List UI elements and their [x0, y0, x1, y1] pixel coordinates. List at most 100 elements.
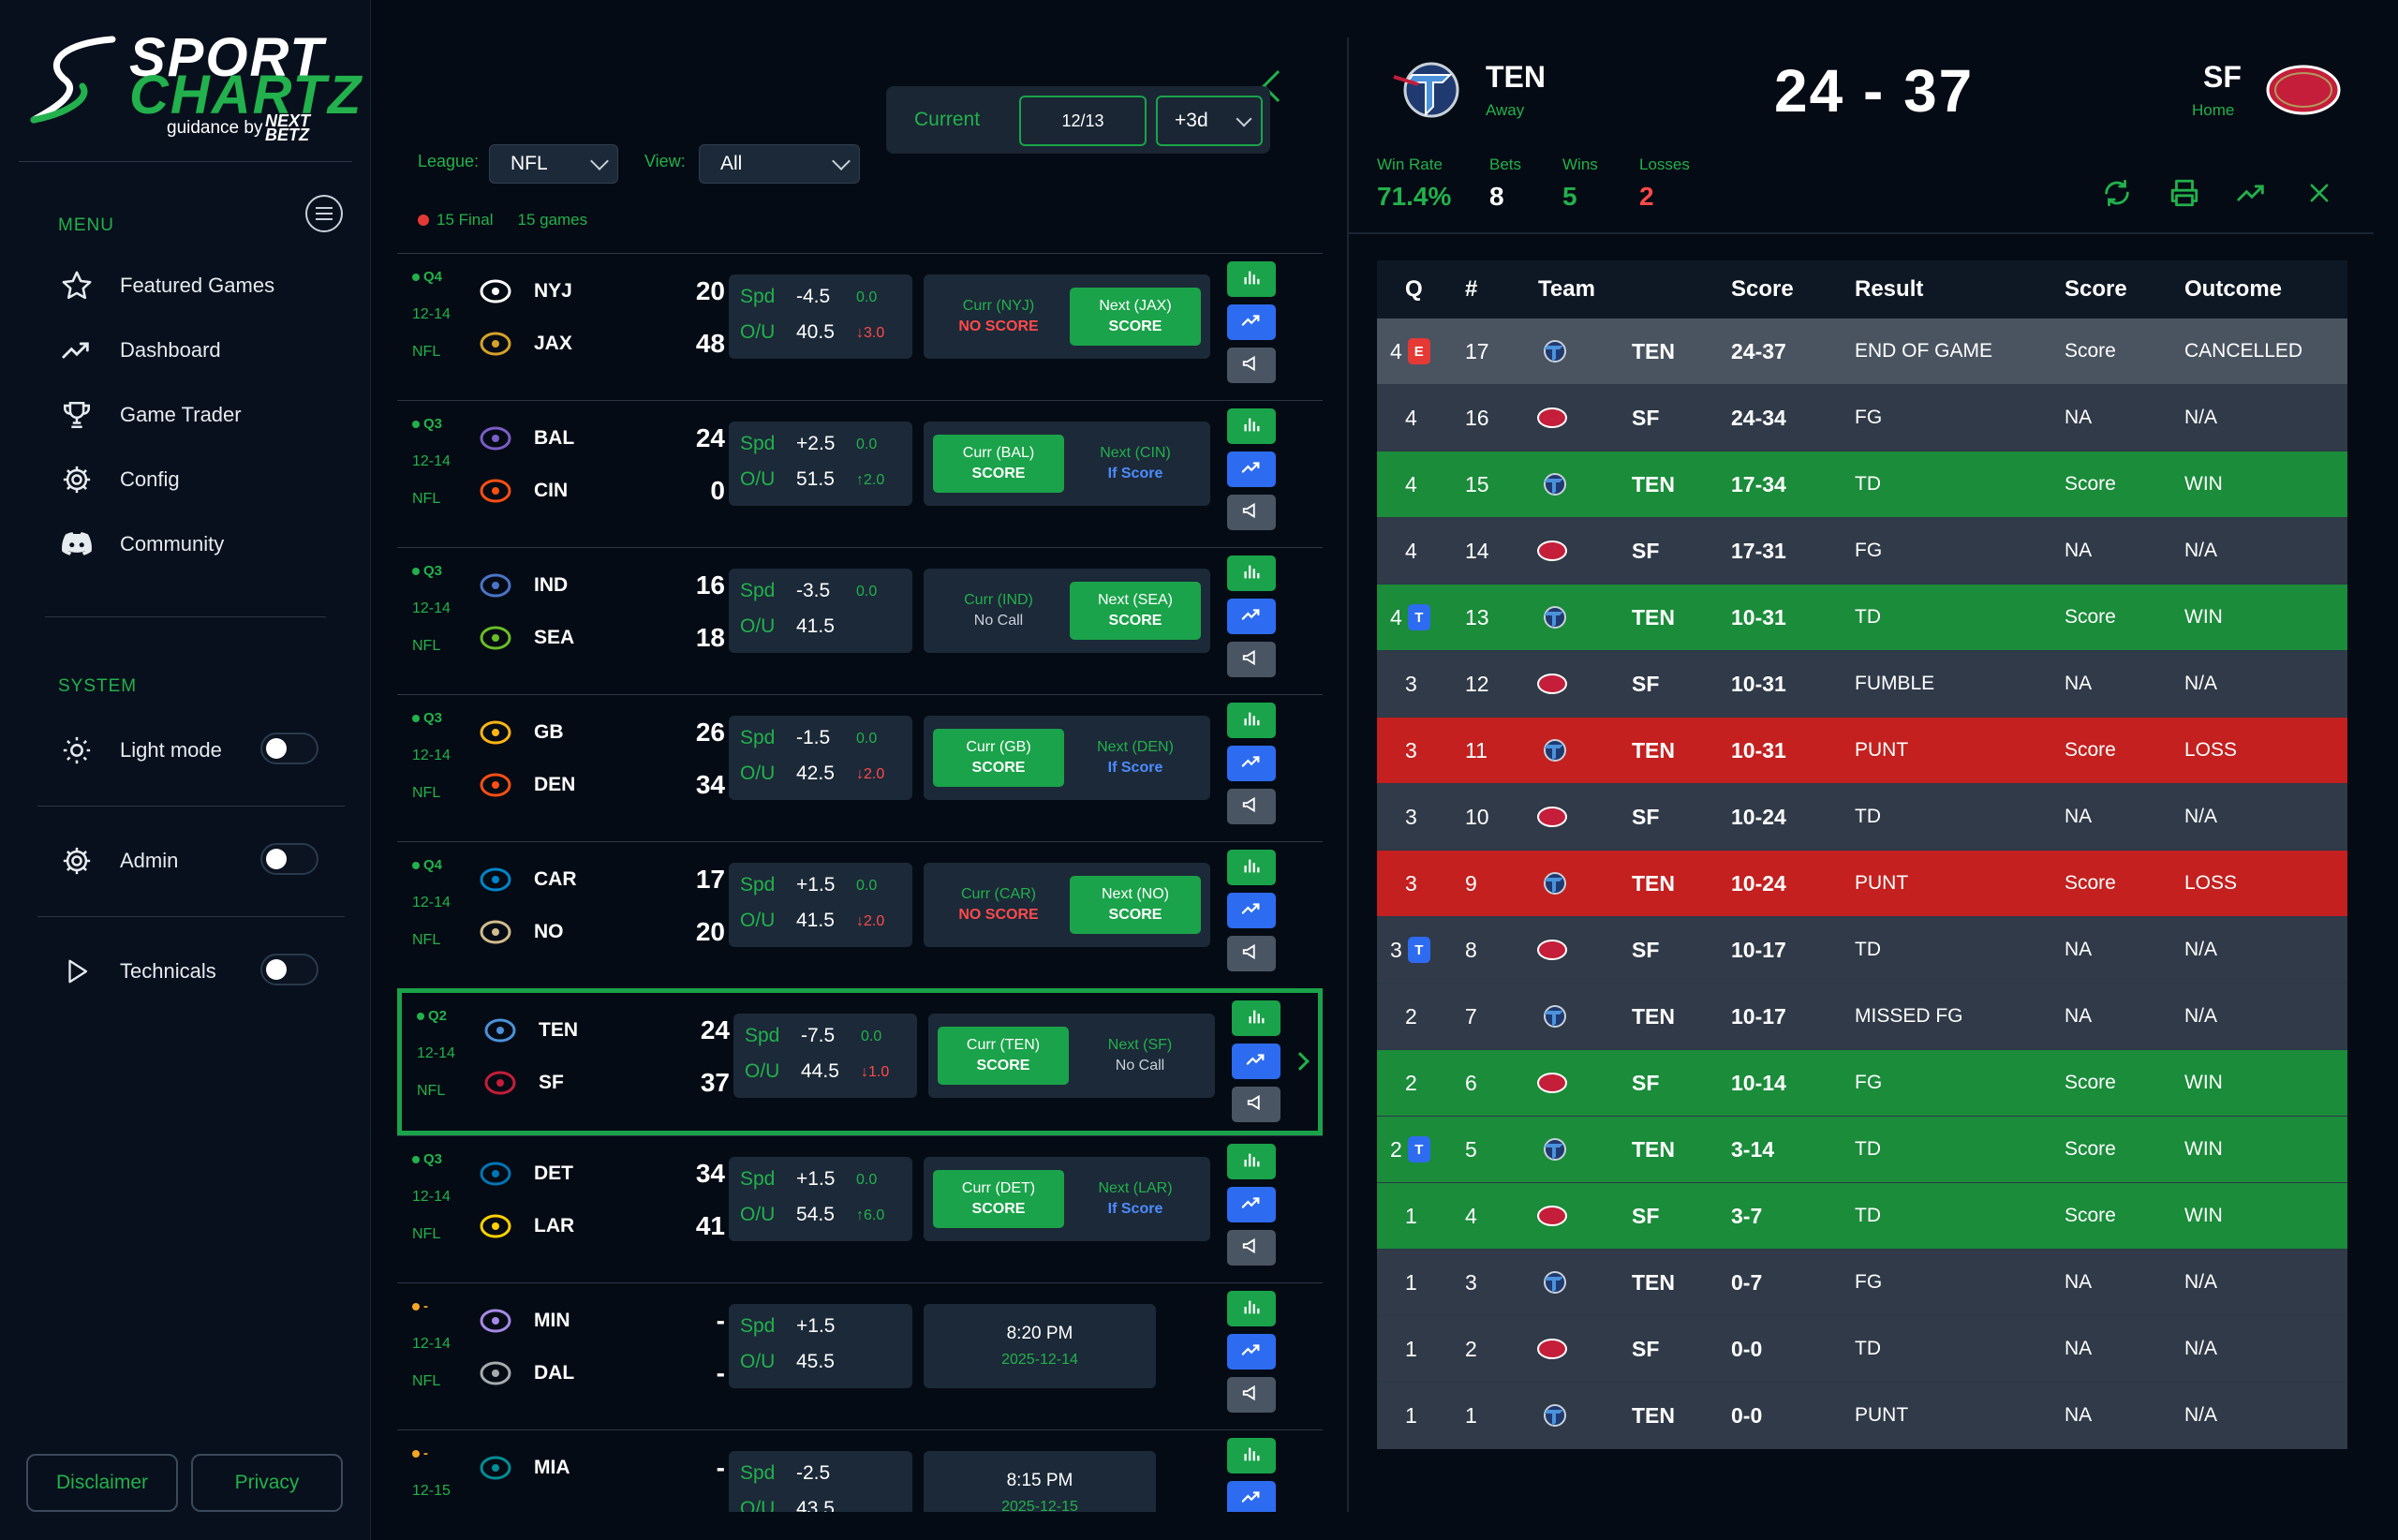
trend-up-icon[interactable]	[2233, 174, 2271, 212]
table-row[interactable]: 1 4 SF 3-7 TD Score WIN	[1377, 1183, 2347, 1250]
nav-config[interactable]: Config	[58, 461, 180, 498]
chart-button[interactable]	[1227, 555, 1276, 591]
print-icon[interactable]	[2166, 174, 2203, 212]
next-call[interactable]: Next (SEA) SCORE	[1070, 582, 1201, 640]
view-select[interactable]: All	[699, 144, 860, 184]
trend-button[interactable]	[1227, 599, 1276, 634]
alert-button[interactable]	[1227, 936, 1276, 971]
gear-icon	[58, 461, 96, 498]
chart-button[interactable]	[1227, 1144, 1276, 1179]
chart-button[interactable]	[1227, 850, 1276, 885]
game-row-car[interactable]: Q4 12-14 NFL CAR 17 NO 20 Spd +1.5 0.0 O/U 41.…	[397, 841, 1323, 988]
table-row[interactable]: 2 6 SF 10-14 FG Score WIN	[1377, 1050, 2347, 1117]
trend-button[interactable]	[1227, 893, 1276, 928]
technicals-toggle[interactable]	[260, 954, 318, 985]
wins-label: Wins	[1562, 155, 1598, 173]
chart-button[interactable]	[1227, 1291, 1276, 1326]
score-cell: 17-31	[1731, 538, 1786, 563]
game-row-bal[interactable]: Q3 12-14 NFL BAL 24 CIN 0 Spd +2.5 0.0 O/U 51.…	[397, 400, 1323, 547]
trend-button[interactable]	[1227, 1481, 1276, 1512]
alert-button[interactable]	[1227, 348, 1276, 383]
current-button[interactable]: Current	[914, 109, 981, 130]
trend-button[interactable]	[1227, 746, 1276, 781]
nav-featured-games[interactable]: Featured Games	[58, 267, 274, 304]
table-row[interactable]: 1 3 TEN 0-7 FG NA N/A	[1377, 1250, 2347, 1316]
game-row-det[interactable]: Q3 12-14 NFL DET 34 LAR 41 Spd +1.5 0.0 O/U 54…	[397, 1135, 1323, 1282]
league-select[interactable]: NFL	[489, 144, 618, 184]
table-row[interactable]: 3 11 TEN 10-31 PUNT Score LOSS	[1377, 718, 2347, 784]
chart-button[interactable]	[1227, 408, 1276, 444]
table-row[interactable]: 2 7 TEN 10-17 MISSED FG NA N/A	[1377, 984, 2347, 1050]
game-quarter: Q3	[412, 1151, 442, 1167]
alert-button[interactable]	[1232, 1087, 1280, 1122]
range-select[interactable]: +3d	[1156, 96, 1263, 146]
next-call[interactable]: Next (LAR) If Score	[1098, 1180, 1173, 1217]
alert-button[interactable]	[1227, 1377, 1276, 1413]
table-row[interactable]: 3 9 TEN 10-24 PUNT Score LOSS	[1377, 851, 2347, 917]
trend-button[interactable]	[1227, 452, 1276, 487]
game-row-ind[interactable]: Q3 12-14 NFL IND 16 SEA 18 Spd -3.5 0.0 O/U 41…	[397, 547, 1323, 694]
nav-dashboard[interactable]: Dashboard	[58, 332, 221, 369]
table-row[interactable]: 1 2 SF 0-0 TD NA N/A	[1377, 1316, 2347, 1383]
next-call[interactable]: Next (SF) No Call	[1107, 1037, 1173, 1074]
nav-community[interactable]: Community	[58, 526, 224, 563]
trend-button[interactable]	[1232, 1044, 1280, 1079]
current-call[interactable]: Curr (GB) SCORE	[933, 729, 1064, 787]
alert-button[interactable]	[1227, 495, 1276, 530]
chart-button[interactable]	[1227, 261, 1276, 297]
admin-toggle[interactable]	[260, 843, 318, 875]
next-call[interactable]: Next (NO) SCORE	[1070, 876, 1201, 934]
ou-label: O/U	[745, 1060, 780, 1082]
privacy-button[interactable]: Privacy	[191, 1454, 343, 1512]
current-call[interactable]: Curr (DET) SCORE	[933, 1170, 1064, 1228]
table-row[interactable]: 3 12 SF 10-31 FUMBLE NA N/A	[1377, 651, 2347, 718]
table-row[interactable]: 3 10 SF 10-24 TD NA N/A	[1377, 784, 2347, 851]
table-row[interactable]: 4 15 TEN 17-34 TD Score WIN	[1377, 452, 2347, 518]
disclaimer-button[interactable]: Disclaimer	[26, 1454, 178, 1512]
current-call[interactable]: Curr (IND) No Call	[964, 592, 1033, 629]
trend-button[interactable]	[1227, 1334, 1276, 1370]
alert-button[interactable]	[1227, 1230, 1276, 1266]
games-status: 15 Final 15 games	[418, 211, 587, 230]
game-row-mia[interactable]: -12-15NFLMIA- Spd -2.5 O/U 43.5 8:15 PM2…	[397, 1429, 1323, 1512]
alert-button[interactable]	[1227, 642, 1276, 677]
sportchartz-logo[interactable]: SPORT CHARTZ guidance by NEXT BETZ	[26, 26, 361, 148]
current-call[interactable]: Curr (NYJ) NO SCORE	[958, 298, 1039, 334]
table-row[interactable]: 1 1 TEN 0-0 PUNT NA N/A	[1377, 1383, 2347, 1449]
current-call[interactable]: Curr (CAR) NO SCORE	[958, 886, 1039, 923]
table-row[interactable]: 4 16 SF 24-34 FG NA N/A	[1377, 385, 2347, 452]
next-call[interactable]: Next (JAX) SCORE	[1070, 288, 1201, 346]
date-field[interactable]: 12/13	[1019, 96, 1147, 146]
nav-game-trader[interactable]: Game Trader	[58, 396, 242, 434]
current-call[interactable]: Curr (TEN) SCORE	[938, 1027, 1069, 1085]
nav-label: Community	[120, 532, 225, 555]
table-row[interactable]: 4 14 SF 17-31 FG NA N/A	[1377, 518, 2347, 585]
game-row-ten[interactable]: Q2 12-14 NFL TEN 24 SF 37 Spd -7.5 0.0 O/U 44.…	[397, 988, 1323, 1135]
score-status-cell: NA	[2065, 806, 2093, 827]
game-row-nyj[interactable]: Q4 12-14 NFL NYJ 20 JAX 48 Spd -4.5 0.0 O/U 40…	[397, 253, 1323, 400]
trend-button[interactable]	[1227, 304, 1276, 340]
next-call[interactable]: Next (DEN) If Score	[1097, 739, 1174, 776]
chart-button[interactable]	[1227, 703, 1276, 738]
score-status-cell: NA	[2065, 1338, 2093, 1359]
current-call[interactable]: Curr (BAL) SCORE	[933, 435, 1064, 493]
chart-button[interactable]	[1227, 1438, 1276, 1473]
ou-move: ↓3.0	[856, 325, 885, 341]
light-mode-toggle[interactable]	[260, 733, 318, 764]
game-row-min[interactable]: - 12-14 NFL MIN - DAL - Spd +1.5 O/U 45.5 8:20…	[397, 1282, 1323, 1429]
outcome-cell: WIN	[2184, 473, 2223, 495]
chart-button[interactable]	[1232, 1000, 1280, 1036]
trend-button[interactable]	[1227, 1187, 1276, 1222]
refresh-icon[interactable]	[2098, 174, 2136, 212]
ou-move: ↑6.0	[856, 1207, 885, 1223]
close-icon[interactable]	[2301, 174, 2338, 212]
chevron-right-icon[interactable]	[1291, 1052, 1310, 1071]
next-call[interactable]: Next (CIN) If Score	[1100, 445, 1171, 481]
game-row-gb[interactable]: Q3 12-14 NFL GB 26 DEN 34 Spd -1.5 0.0 O/U 42.…	[397, 694, 1323, 841]
menu-toggle-button[interactable]	[305, 195, 343, 232]
alert-button[interactable]	[1227, 789, 1276, 824]
